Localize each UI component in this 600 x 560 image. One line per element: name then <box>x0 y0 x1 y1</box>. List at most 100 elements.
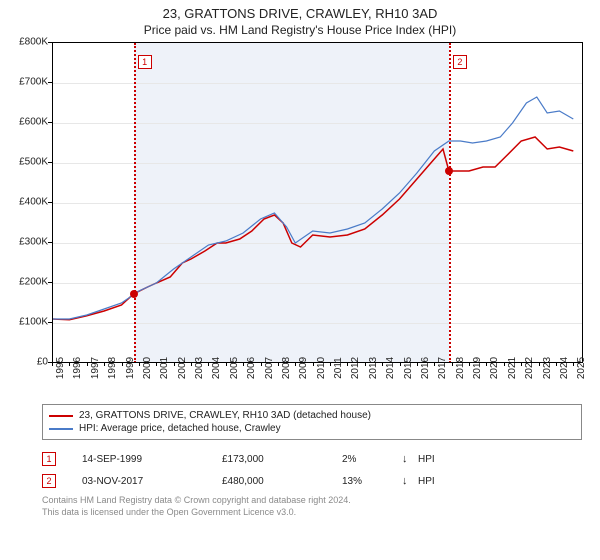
legend-row: HPI: Average price, detached house, Craw… <box>49 422 575 435</box>
x-tick-label: 1998 <box>107 357 118 379</box>
legend-label: HPI: Average price, detached house, Craw… <box>79 423 281 434</box>
x-tick-label: 1996 <box>72 357 83 379</box>
y-tick-label: £600K <box>2 117 48 128</box>
marker-row: 203-NOV-2017£480,00013%↓HPI <box>42 470 582 492</box>
marker-vs: HPI <box>418 454 468 465</box>
x-tick-label: 2012 <box>350 357 361 379</box>
x-tick <box>87 362 88 366</box>
line-series-svg <box>52 43 582 363</box>
x-tick-label: 1995 <box>55 357 66 379</box>
y-tick-label: £800K <box>2 37 48 48</box>
footer-line-2: This data is licensed under the Open Gov… <box>42 506 582 518</box>
marker-price: £173,000 <box>222 454 342 465</box>
chart-title: 23, GRATTONS DRIVE, CRAWLEY, RH10 3AD <box>0 6 600 21</box>
marker-pct: 13% <box>342 476 402 487</box>
y-axis <box>52 42 53 362</box>
event-line-2 <box>449 43 451 363</box>
y-tick <box>48 122 52 123</box>
x-tick-label: 2009 <box>298 357 309 379</box>
legend-row: 23, GRATTONS DRIVE, CRAWLEY, RH10 3AD (d… <box>49 409 575 422</box>
x-tick <box>469 362 470 366</box>
x-tick <box>452 362 453 366</box>
x-tick-label: 2013 <box>368 357 379 379</box>
marker-pct: 2% <box>342 454 402 465</box>
x-tick-label: 2000 <box>142 357 153 379</box>
y-tick <box>48 42 52 43</box>
x-tick-label: 2022 <box>524 357 535 379</box>
x-tick <box>556 362 557 366</box>
x-tick-label: 2019 <box>472 357 483 379</box>
x-tick <box>261 362 262 366</box>
x-tick <box>174 362 175 366</box>
y-tick <box>48 322 52 323</box>
x-tick-label: 2021 <box>507 357 518 379</box>
y-tick-label: £700K <box>2 77 48 88</box>
x-tick <box>521 362 522 366</box>
x-tick-label: 2008 <box>281 357 292 379</box>
markers-table: 1 14-SEP-1999£173,0002%↓HPI 2 03-NOV-2017£4… <box>42 448 582 492</box>
y-tick <box>48 282 52 283</box>
marker-price: £480,000 <box>222 476 342 487</box>
plot-area: 12 <box>52 42 583 363</box>
x-tick <box>208 362 209 366</box>
x-tick <box>226 362 227 366</box>
legend-swatch <box>49 428 73 430</box>
x-tick-label: 2016 <box>420 357 431 379</box>
legend-swatch <box>49 415 73 417</box>
y-tick-label: £200K <box>2 277 48 288</box>
x-tick <box>539 362 540 366</box>
x-tick <box>122 362 123 366</box>
down-arrow-icon: ↓ <box>402 475 418 487</box>
y-tick-label: £400K <box>2 197 48 208</box>
x-tick <box>365 362 366 366</box>
footer-line-1: Contains HM Land Registry data © Crown c… <box>42 494 582 506</box>
event-marker-1: 1 <box>138 55 152 69</box>
x-tick <box>313 362 314 366</box>
y-tick-label: £500K <box>2 157 48 168</box>
x-tick-label: 2015 <box>403 357 414 379</box>
x-tick <box>504 362 505 366</box>
x-tick-label: 2011 <box>333 357 344 379</box>
x-tick-label: 2024 <box>559 357 570 379</box>
chart: 12 £0£100K£200K£300K£400K£500K£600K£700K… <box>10 42 590 392</box>
x-tick <box>52 362 53 366</box>
event-dot-1 <box>130 290 138 298</box>
x-tick <box>156 362 157 366</box>
event-marker-2: 2 <box>453 55 467 69</box>
y-tick <box>48 82 52 83</box>
x-tick-label: 2017 <box>437 357 448 379</box>
x-tick <box>486 362 487 366</box>
x-tick-label: 2023 <box>542 357 553 379</box>
marker-id-box: 2 <box>42 474 56 488</box>
marker-date: 14-SEP-1999 <box>82 454 222 465</box>
x-tick <box>191 362 192 366</box>
x-tick <box>434 362 435 366</box>
legend: 23, GRATTONS DRIVE, CRAWLEY, RH10 3AD (d… <box>42 404 582 440</box>
x-tick-label: 2025 <box>576 357 587 379</box>
marker-date: 03-NOV-2017 <box>82 476 222 487</box>
y-tick <box>48 162 52 163</box>
x-tick-label: 2006 <box>246 357 257 379</box>
chart-subtitle: Price paid vs. HM Land Registry's House … <box>0 23 600 37</box>
y-tick <box>48 202 52 203</box>
x-tick <box>243 362 244 366</box>
x-tick <box>573 362 574 366</box>
x-tick <box>104 362 105 366</box>
x-tick <box>69 362 70 366</box>
x-tick-label: 1999 <box>125 357 136 379</box>
event-dot-2 <box>445 167 453 175</box>
y-tick-label: £100K <box>2 317 48 328</box>
marker-row: 114-SEP-1999£173,0002%↓HPI <box>42 448 582 470</box>
x-tick-label: 2002 <box>177 357 188 379</box>
x-tick-label: 2003 <box>194 357 205 379</box>
x-tick <box>139 362 140 366</box>
x-tick <box>347 362 348 366</box>
marker-id-box: 1 <box>42 452 56 466</box>
event-line-1 <box>134 43 136 363</box>
x-tick <box>382 362 383 366</box>
footer: Contains HM Land Registry data © Crown c… <box>42 494 582 518</box>
x-tick <box>400 362 401 366</box>
legend-label: 23, GRATTONS DRIVE, CRAWLEY, RH10 3AD (d… <box>79 410 371 421</box>
y-tick-label: £0 <box>2 357 48 368</box>
x-tick-label: 2001 <box>159 357 170 379</box>
